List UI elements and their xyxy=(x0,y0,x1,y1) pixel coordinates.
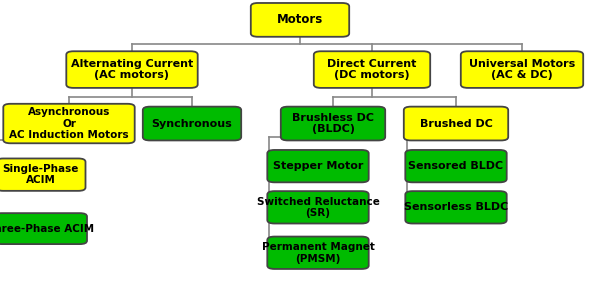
Text: Permanent Magnet
(PMSM): Permanent Magnet (PMSM) xyxy=(262,242,374,264)
FancyBboxPatch shape xyxy=(268,237,369,269)
FancyBboxPatch shape xyxy=(406,191,507,224)
Text: Synchronous: Synchronous xyxy=(152,118,232,129)
FancyBboxPatch shape xyxy=(268,191,369,224)
Text: Direct Current
(DC motors): Direct Current (DC motors) xyxy=(328,59,416,80)
Text: Three-Phase ACIM: Three-Phase ACIM xyxy=(0,224,94,234)
FancyBboxPatch shape xyxy=(281,107,385,141)
Text: Motors: Motors xyxy=(277,13,323,26)
Text: Sensored BLDC: Sensored BLDC xyxy=(409,161,503,171)
FancyBboxPatch shape xyxy=(461,51,583,88)
Text: Brushed DC: Brushed DC xyxy=(419,118,493,129)
FancyBboxPatch shape xyxy=(4,104,135,143)
Text: Alternating Current
(AC motors): Alternating Current (AC motors) xyxy=(71,59,193,80)
Text: Stepper Motor: Stepper Motor xyxy=(273,161,363,171)
FancyBboxPatch shape xyxy=(268,150,369,182)
FancyBboxPatch shape xyxy=(251,3,349,37)
Text: Single-Phase
ACIM: Single-Phase ACIM xyxy=(2,164,79,185)
Text: Brushless DC
(BLDC): Brushless DC (BLDC) xyxy=(292,113,374,134)
FancyBboxPatch shape xyxy=(0,213,87,244)
FancyBboxPatch shape xyxy=(406,150,507,182)
Text: Universal Motors
(AC & DC): Universal Motors (AC & DC) xyxy=(469,59,575,80)
Text: Asynchronous
Or
AC Induction Motors: Asynchronous Or AC Induction Motors xyxy=(9,107,129,140)
Text: Switched Reluctance
(SR): Switched Reluctance (SR) xyxy=(257,197,379,218)
FancyBboxPatch shape xyxy=(314,51,430,88)
Text: Sensorless BLDC: Sensorless BLDC xyxy=(404,202,508,212)
FancyBboxPatch shape xyxy=(66,51,198,88)
FancyBboxPatch shape xyxy=(0,158,85,191)
FancyBboxPatch shape xyxy=(404,107,508,141)
FancyBboxPatch shape xyxy=(143,107,241,141)
